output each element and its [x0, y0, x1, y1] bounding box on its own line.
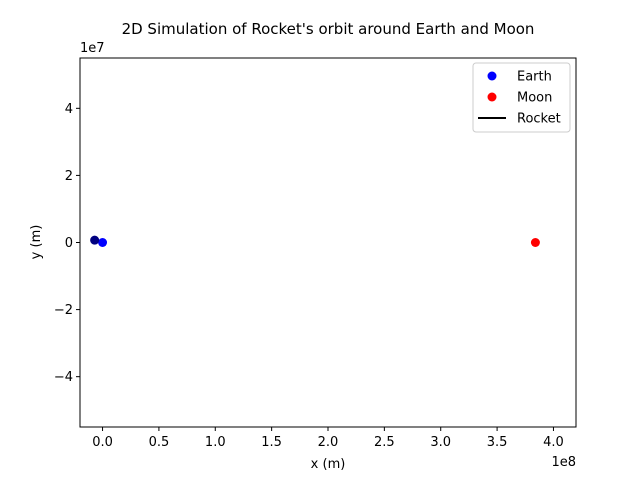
x-axis-ticks: 0.0 0.5 1.0 1.5 2.0 2.5 3.0 3.5 4.0 — [92, 427, 564, 450]
chart-title: 2D Simulation of Rocket's orbit around E… — [122, 20, 535, 38]
x-offset-label: 1e8 — [551, 455, 576, 470]
legend: Earth Moon Rocket — [472, 62, 571, 133]
x-tick-label: 2.0 — [318, 435, 339, 450]
y-tick-label: 0 — [65, 236, 73, 251]
y-tick-label: −2 — [54, 303, 73, 318]
legend-moon-label: Moon — [517, 91, 552, 106]
legend-earth-marker — [487, 71, 497, 81]
x-tick-label: 2.5 — [374, 435, 395, 450]
moon-point — [530, 238, 540, 247]
x-tick-label: 1.5 — [261, 435, 282, 450]
y-offset-label: 1e7 — [80, 41, 105, 56]
legend-box — [472, 62, 571, 133]
y-tick-label: 2 — [65, 169, 73, 184]
y-axis-ticks: 4 2 0 −2 −4 — [54, 102, 80, 385]
y-axis-label: y (m) — [29, 225, 44, 260]
x-tick-label: 0.5 — [149, 435, 170, 450]
x-tick-label: 3.0 — [430, 435, 451, 450]
data-marks — [90, 235, 540, 247]
y-tick-label: −4 — [54, 370, 73, 385]
earth-point — [98, 238, 108, 247]
legend-earth-label: Earth — [517, 70, 552, 85]
x-tick-label: 4.0 — [543, 435, 564, 450]
y-tick-label: 4 — [65, 102, 73, 117]
x-tick-label: 1.0 — [205, 435, 226, 450]
legend-rocket-label: Rocket — [517, 112, 561, 127]
x-tick-label: 0.0 — [92, 435, 113, 450]
x-axis-label: x (m) — [311, 457, 346, 472]
rocket-point — [90, 235, 100, 245]
legend-moon-marker — [487, 92, 497, 102]
x-tick-label: 3.5 — [487, 435, 508, 450]
